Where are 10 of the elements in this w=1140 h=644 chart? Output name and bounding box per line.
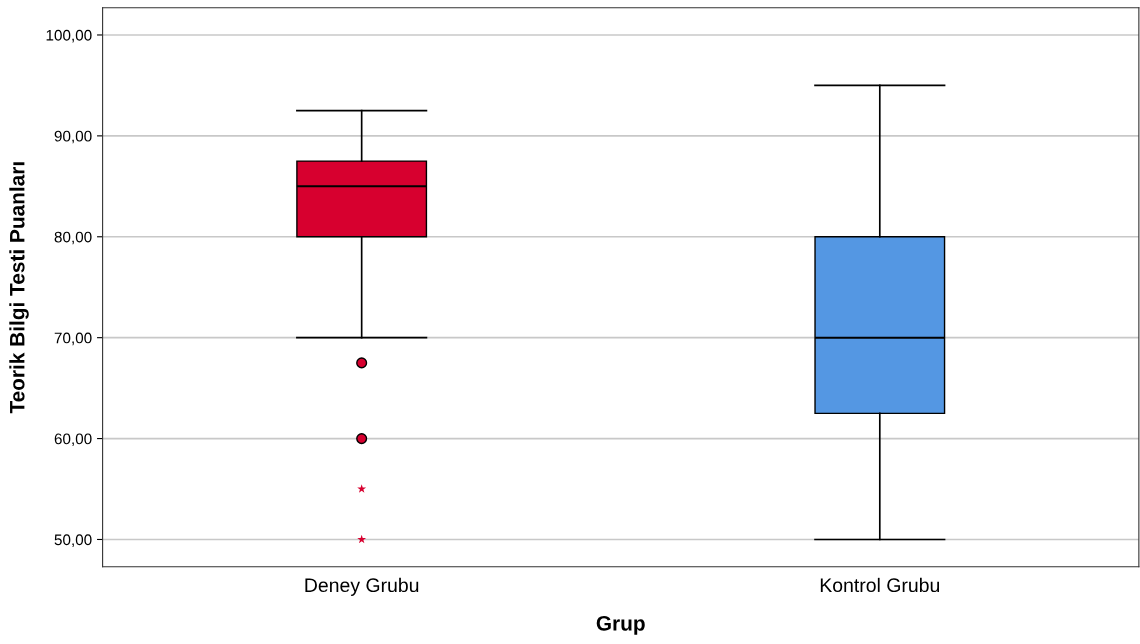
y-tick-label: 80,00 xyxy=(54,231,92,245)
y-axis-title: Teorik Bilgi Testi Puanları xyxy=(9,162,29,414)
x-axis-title: Grup xyxy=(596,615,645,635)
y-tick-label: 70,00 xyxy=(54,332,92,346)
y-tick-label: 90,00 xyxy=(54,130,92,144)
y-tick-label: 100,00 xyxy=(46,29,92,43)
y-tick-label: 60,00 xyxy=(54,433,92,447)
x-tick-label: Deney Grubu xyxy=(305,577,419,596)
y-tick-label: 50,00 xyxy=(54,534,92,547)
x-tick-label: Kontrol Grubu xyxy=(820,577,940,593)
